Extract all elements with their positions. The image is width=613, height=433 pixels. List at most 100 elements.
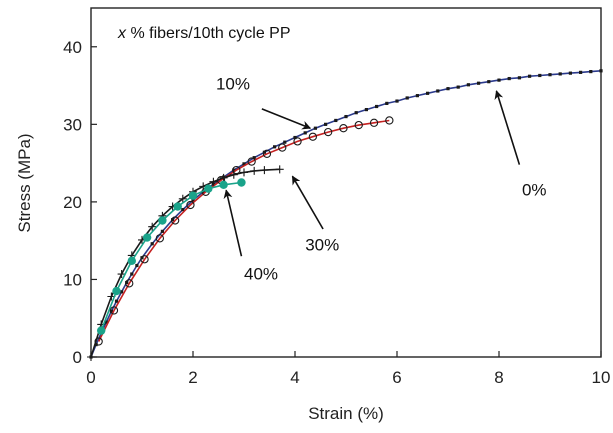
data-point-0pct [242, 162, 246, 166]
series-30pct [87, 165, 284, 361]
data-point-0pct [446, 87, 450, 91]
data-point-10pct [308, 132, 317, 141]
annotation-label: 10% [216, 74, 250, 93]
data-point-0pct [191, 198, 195, 202]
data-point-0pct [109, 309, 113, 313]
data-point-30pct [148, 222, 157, 231]
data-point-0pct [324, 122, 328, 126]
data-point-30pct [275, 165, 284, 174]
data-point-0pct [135, 263, 139, 268]
x-tick-label: 6 [392, 368, 401, 387]
data-point-30pct [250, 166, 259, 175]
x-axis-label: Strain (%) [308, 404, 384, 423]
y-tick-label: 10 [63, 270, 82, 289]
data-point-40pct [142, 233, 152, 242]
data-point-30pct [178, 194, 187, 203]
data-point-0pct [558, 72, 562, 76]
data-point-10pct [339, 124, 348, 133]
data-point-0pct [104, 320, 108, 324]
data-point-10pct [109, 306, 119, 315]
data-point-0pct [405, 96, 409, 100]
series-0pct [89, 69, 603, 359]
x-tick-label: 8 [494, 368, 503, 387]
data-point-0pct [140, 256, 144, 260]
data-point-0pct [125, 280, 129, 285]
series-line-0pct [90, 70, 602, 358]
data-point-0pct [283, 140, 287, 144]
data-point-0pct [334, 118, 338, 123]
annotation-arrow [223, 189, 243, 257]
data-point-0pct [293, 135, 297, 140]
data-point-10pct [278, 143, 287, 152]
data-point-0pct [415, 94, 419, 98]
data-point-40pct [127, 256, 136, 266]
data-point-0pct [120, 290, 124, 294]
data-point-0pct [303, 131, 307, 135]
data-point-0pct [568, 71, 572, 75]
annotation-label: 40% [244, 264, 278, 283]
data-point-0pct [517, 76, 521, 80]
data-point-0pct [477, 81, 481, 85]
annotation-label: 0% [522, 181, 547, 200]
data-point-10pct [140, 255, 149, 264]
data-point-10pct [186, 200, 195, 210]
data-point-10pct [369, 118, 379, 127]
data-point-0pct [364, 107, 368, 112]
data-point-10pct [293, 137, 302, 146]
data-point-40pct [97, 326, 106, 335]
y-axis-label: Stress (MPa) [15, 133, 34, 232]
data-point-40pct [173, 202, 182, 211]
annotation-arrow [494, 90, 521, 165]
data-point-0pct [171, 218, 175, 222]
data-point-40pct [237, 178, 246, 187]
data-point-0pct [252, 156, 256, 160]
y-tick-label: 30 [63, 115, 82, 134]
data-point-0pct [375, 104, 379, 109]
series-layer [87, 69, 603, 361]
data-point-0pct [466, 83, 470, 87]
data-point-0pct [262, 150, 266, 154]
data-point-30pct [260, 166, 269, 175]
data-point-10pct [155, 234, 164, 243]
y-tick-label: 40 [63, 38, 82, 57]
data-point-0pct [548, 73, 552, 77]
data-point-0pct [456, 85, 460, 89]
series-40pct [97, 178, 246, 335]
plot-title-variable: x [117, 25, 127, 42]
data-point-0pct [497, 78, 501, 82]
data-point-10pct [247, 157, 256, 166]
series-10pct [94, 116, 394, 346]
data-point-40pct [188, 191, 198, 200]
plot-title: x % fibers/10th cycle PP [117, 25, 291, 42]
axis-ticks: 0 2 4 6 8 10 0 10 20 30 40 [63, 38, 610, 387]
annotation-label: 30% [305, 236, 339, 255]
data-point-0pct [160, 229, 164, 233]
x-tick-label: 0 [86, 368, 95, 387]
data-point-10pct [323, 127, 333, 137]
data-point-0pct [130, 272, 134, 276]
data-point-0pct [354, 111, 358, 115]
annotation-arrow [291, 175, 324, 230]
data-point-0pct [589, 69, 593, 74]
data-point-30pct [209, 177, 218, 186]
data-point-0pct [579, 70, 583, 74]
data-point-0pct [538, 73, 542, 78]
data-point-10pct [385, 116, 394, 125]
data-point-0pct [181, 208, 185, 212]
plot-title-rest: % fibers/10th cycle PP [126, 25, 291, 42]
data-point-0pct [395, 99, 399, 103]
data-point-40pct [112, 286, 121, 296]
data-point-10pct [170, 216, 180, 225]
y-tick-label: 20 [63, 193, 82, 212]
data-point-0pct [528, 74, 532, 78]
data-point-10pct [125, 279, 134, 288]
data-point-40pct [158, 216, 167, 225]
data-point-40pct [219, 180, 228, 190]
data-point-0pct [273, 145, 277, 149]
data-point-10pct [262, 149, 272, 158]
data-point-0pct [313, 126, 317, 130]
data-point-30pct [87, 353, 95, 361]
data-point-30pct [240, 168, 248, 177]
data-point-0pct [507, 76, 511, 81]
